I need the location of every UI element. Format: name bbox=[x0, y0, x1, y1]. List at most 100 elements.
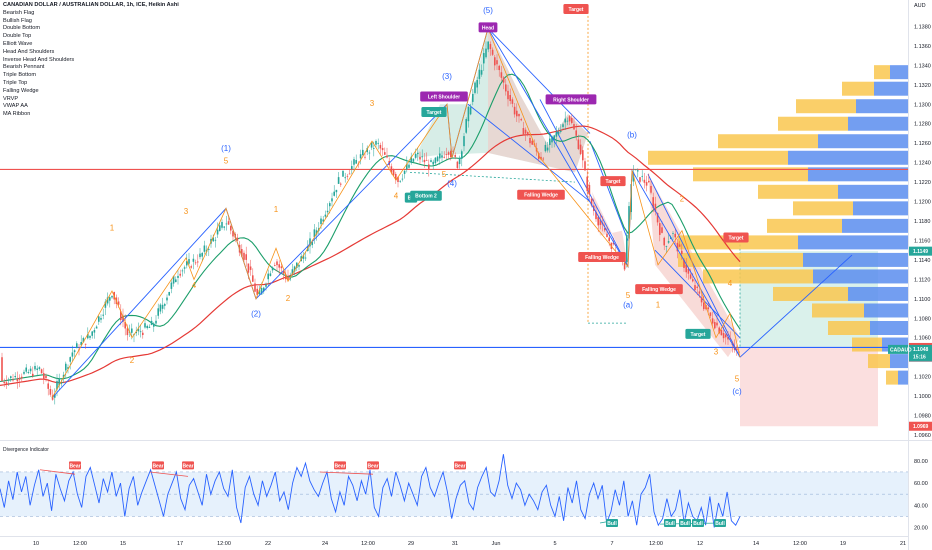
bull-tag: Bull bbox=[692, 519, 704, 528]
candle-body bbox=[599, 219, 602, 225]
price-tick-label: 1.1120 bbox=[914, 277, 930, 283]
candle-body bbox=[716, 322, 718, 326]
bear-tag: Bear bbox=[334, 461, 346, 470]
candle-body bbox=[663, 237, 665, 246]
candle-body bbox=[709, 312, 712, 316]
indicator-item[interactable]: Triple Top bbox=[3, 79, 28, 86]
volume-profile-bar bbox=[773, 286, 848, 301]
candle-body bbox=[12, 379, 14, 381]
candle-body bbox=[120, 311, 122, 321]
candle-body bbox=[109, 297, 111, 301]
candle-body bbox=[265, 284, 267, 287]
candle-body bbox=[467, 106, 470, 122]
pattern-tag: Bottom 2 bbox=[410, 190, 442, 201]
candle-body bbox=[461, 151, 463, 159]
price-pane[interactable]: (1) (2) (3) (4) (5) (a) (b) (c) 1 2 3 4 5 1 2 3 4 5 5 1 2 4 3 5… bbox=[0, 0, 908, 440]
candle-body bbox=[586, 176, 588, 192]
indicator-item[interactable]: Elliott Wave bbox=[3, 40, 33, 47]
candle-body bbox=[608, 237, 610, 242]
oscillator-tick-label: 20.00 bbox=[914, 525, 928, 531]
candle-body bbox=[390, 166, 393, 173]
candle-body bbox=[659, 223, 661, 235]
bull-tag: Bull bbox=[679, 519, 691, 528]
candle-body bbox=[32, 373, 34, 377]
price-tick-label: 1.1380 bbox=[914, 24, 931, 30]
bear-tag-label: Bear bbox=[367, 463, 378, 469]
indicator-item[interactable]: Bullish Flag bbox=[3, 17, 32, 24]
candle-body bbox=[445, 154, 448, 155]
candle-body bbox=[665, 246, 668, 247]
candle-body bbox=[399, 180, 401, 182]
candle-body bbox=[5, 382, 8, 385]
volume-profile-bar bbox=[788, 150, 908, 165]
candle-body bbox=[588, 185, 591, 195]
candle-body bbox=[430, 160, 432, 162]
bear-tag-label: Bear bbox=[182, 463, 193, 469]
volume-profile-bar bbox=[874, 65, 890, 80]
price-axis[interactable]: AUD 1.1380 1.1360 1.1340 1.1320 1.1300 1.1280… bbox=[888, 0, 932, 550]
candle-body bbox=[54, 394, 56, 398]
time-tick-label: Jun bbox=[492, 541, 501, 547]
trend-line bbox=[487, 28, 591, 134]
wave-label: 4 bbox=[192, 281, 197, 290]
volume-profile-bar bbox=[868, 354, 890, 369]
indicator-item[interactable]: VWAP AA bbox=[3, 103, 28, 110]
time-axis[interactable]: 10 12:00 15 17 12:00 22 24 12:00 29 31 Jun 5 7 12:00 1… bbox=[0, 536, 908, 548]
price-tick-label: 1.1220 bbox=[914, 180, 931, 186]
candle-body bbox=[678, 244, 681, 247]
candle-body bbox=[291, 269, 294, 275]
price-tick-label: 1.1160 bbox=[914, 238, 930, 244]
candle-body bbox=[597, 217, 599, 226]
wave-label: 2 bbox=[130, 356, 135, 365]
indicator-item[interactable]: Head And Shoulders bbox=[3, 48, 55, 55]
candle-body bbox=[643, 179, 646, 183]
volume-profile-bar bbox=[703, 269, 813, 284]
candle-body bbox=[157, 308, 159, 316]
candle-body bbox=[344, 177, 346, 179]
volume-profile-bar bbox=[842, 81, 874, 96]
time-tick-label: 10 bbox=[33, 541, 39, 547]
candle-body bbox=[392, 169, 395, 176]
candle-body bbox=[498, 65, 500, 71]
price-tick-label: 1.1060 bbox=[914, 336, 931, 342]
pattern-tag-label: Head bbox=[482, 25, 494, 31]
elliott-wave-lines bbox=[51, 27, 741, 399]
candle-body bbox=[626, 234, 628, 262]
candle-body bbox=[45, 375, 47, 379]
candle-body bbox=[247, 263, 250, 273]
indicator-item[interactable]: Double Top bbox=[3, 33, 32, 40]
indicator-item[interactable]: Bearish Pennant bbox=[3, 64, 45, 71]
pattern-tags: Target Head Left Shoulder Right Shoulder Tar… bbox=[404, 3, 749, 339]
candle-body bbox=[377, 142, 379, 144]
indicator-item[interactable]: Inverse Head And Shoulders bbox=[3, 56, 75, 63]
candle-body bbox=[98, 316, 100, 322]
candle-body bbox=[428, 164, 430, 169]
wave-label: 3 bbox=[370, 99, 375, 108]
indicator-item[interactable]: MA Ribbon bbox=[3, 111, 31, 118]
indicator-item[interactable]: Double Bottom bbox=[3, 25, 41, 32]
countdown-label: 15:16 bbox=[913, 355, 926, 361]
time-tick-label: 21 bbox=[900, 541, 906, 547]
candle-body bbox=[254, 283, 256, 292]
time-tick-label: 12:00 bbox=[649, 541, 663, 547]
candle-body bbox=[483, 53, 485, 64]
volume-profile-bar bbox=[718, 134, 818, 149]
indicator-item[interactable]: Triple Bottom bbox=[3, 72, 37, 79]
candle-body bbox=[137, 328, 140, 332]
candle-body bbox=[423, 159, 426, 163]
candle-body bbox=[557, 131, 560, 135]
pattern-tag-label: Falling Wedge bbox=[585, 255, 619, 261]
time-tick-label: 12:00 bbox=[217, 541, 231, 547]
indicator-item[interactable]: Falling Wedge bbox=[3, 87, 39, 94]
indicator-item[interactable]: Bearish Flag bbox=[3, 9, 35, 16]
candle-body bbox=[573, 124, 575, 130]
candle-body bbox=[478, 69, 481, 79]
candle-body bbox=[674, 233, 676, 238]
candle-body bbox=[322, 219, 324, 222]
candle-body bbox=[516, 110, 518, 117]
bear-tag-bg bbox=[69, 461, 81, 470]
candle-body bbox=[480, 70, 483, 75]
indicator-item[interactable]: VRVP bbox=[3, 95, 19, 102]
